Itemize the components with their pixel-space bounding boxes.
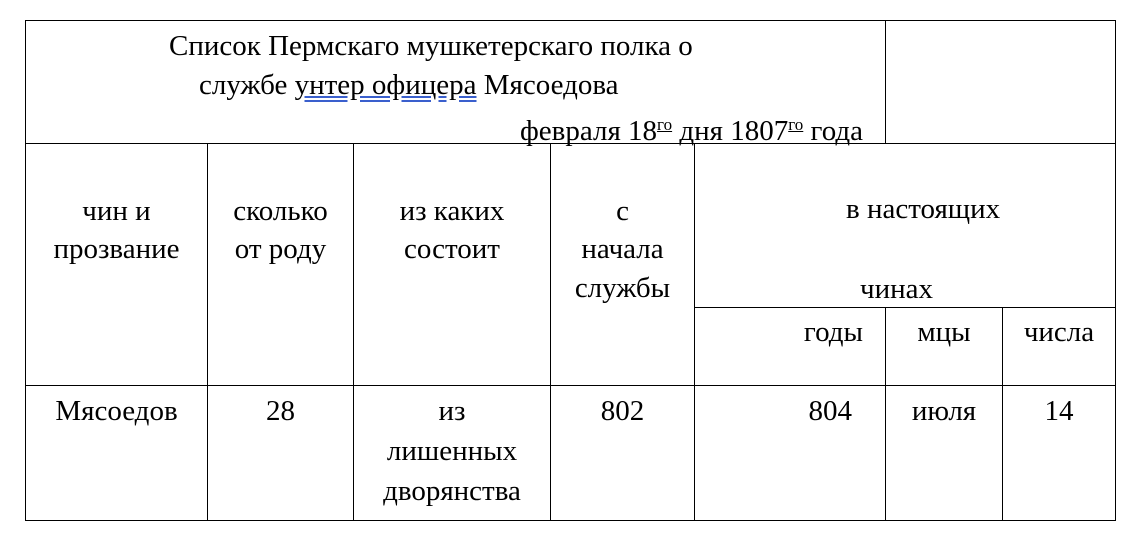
cell-month: июля <box>911 395 977 427</box>
row-origin: из лишенных дворянства <box>353 385 551 521</box>
header-years-text: годы <box>803 316 863 348</box>
row-name: Мясоедов <box>25 385 208 521</box>
cell-day: 14 <box>1044 395 1074 427</box>
header-age-line: сколько <box>233 195 328 227</box>
cell-year: 804 <box>808 395 853 427</box>
header-days: числа <box>1002 307 1116 386</box>
row-year: 804 <box>694 385 886 521</box>
sup-2: го <box>788 115 804 134</box>
title-cell: Список Пермскаго мушкетерскаго полка о с… <box>25 20 886 147</box>
title-name: Мясоедова <box>476 69 619 101</box>
date-end: года <box>803 115 863 147</box>
header-origin-line: состоит <box>404 233 500 265</box>
header-service-start: с начала службы <box>550 143 695 386</box>
header-service-line: службы <box>574 272 671 304</box>
cell-name: Мясоедов <box>55 395 178 427</box>
header-current-rank: в настоящих чинах <box>694 143 1116 308</box>
cell-age: 28 <box>266 395 295 427</box>
header-origin-line: из каких <box>399 195 505 227</box>
header-days-text: числа <box>1023 316 1095 348</box>
title-line-2: службе унтер офицера Мясоедова <box>199 65 619 105</box>
header-current-line: чинах <box>860 273 933 305</box>
row-service-start: 802 <box>550 385 695 521</box>
date-month: февраля 18 <box>519 115 658 147</box>
header-service-line: с <box>616 195 629 227</box>
header-origin: из каких состоит <box>353 143 551 386</box>
title-date: февраля 18го дня 1807го года <box>520 105 863 151</box>
title-text: службе <box>199 69 295 101</box>
header-age: сколько от роду <box>207 143 354 386</box>
row-month: июля <box>885 385 1003 521</box>
header-current-line: в настоящих <box>846 193 1001 225</box>
title-line-1: Список Пермскаго мушкетерскаго полка о <box>169 30 693 62</box>
row-age: 28 <box>207 385 354 521</box>
date-year: дня 1807 <box>672 115 789 147</box>
header-months: мцы <box>885 307 1003 386</box>
cell-service-start: 802 <box>600 395 645 427</box>
header-rank: чин и прозвание <box>25 143 208 386</box>
empty-corner-cell <box>885 20 1116 144</box>
sup-1: го <box>657 115 673 134</box>
header-age-line: от роду <box>234 233 327 265</box>
header-rank-line: прозвание <box>53 233 180 265</box>
header-months-text: мцы <box>917 316 971 348</box>
cell-origin-line: из <box>438 395 466 427</box>
row-day: 14 <box>1002 385 1116 521</box>
header-years: годы <box>694 307 886 386</box>
underlined-rank: унтер офицера <box>294 69 477 101</box>
header-service-line: начала <box>581 233 664 265</box>
cell-origin-line: лишенных <box>386 435 518 467</box>
cell-origin-line: дворянства <box>383 475 521 507</box>
header-rank-line: чин и <box>82 195 151 227</box>
